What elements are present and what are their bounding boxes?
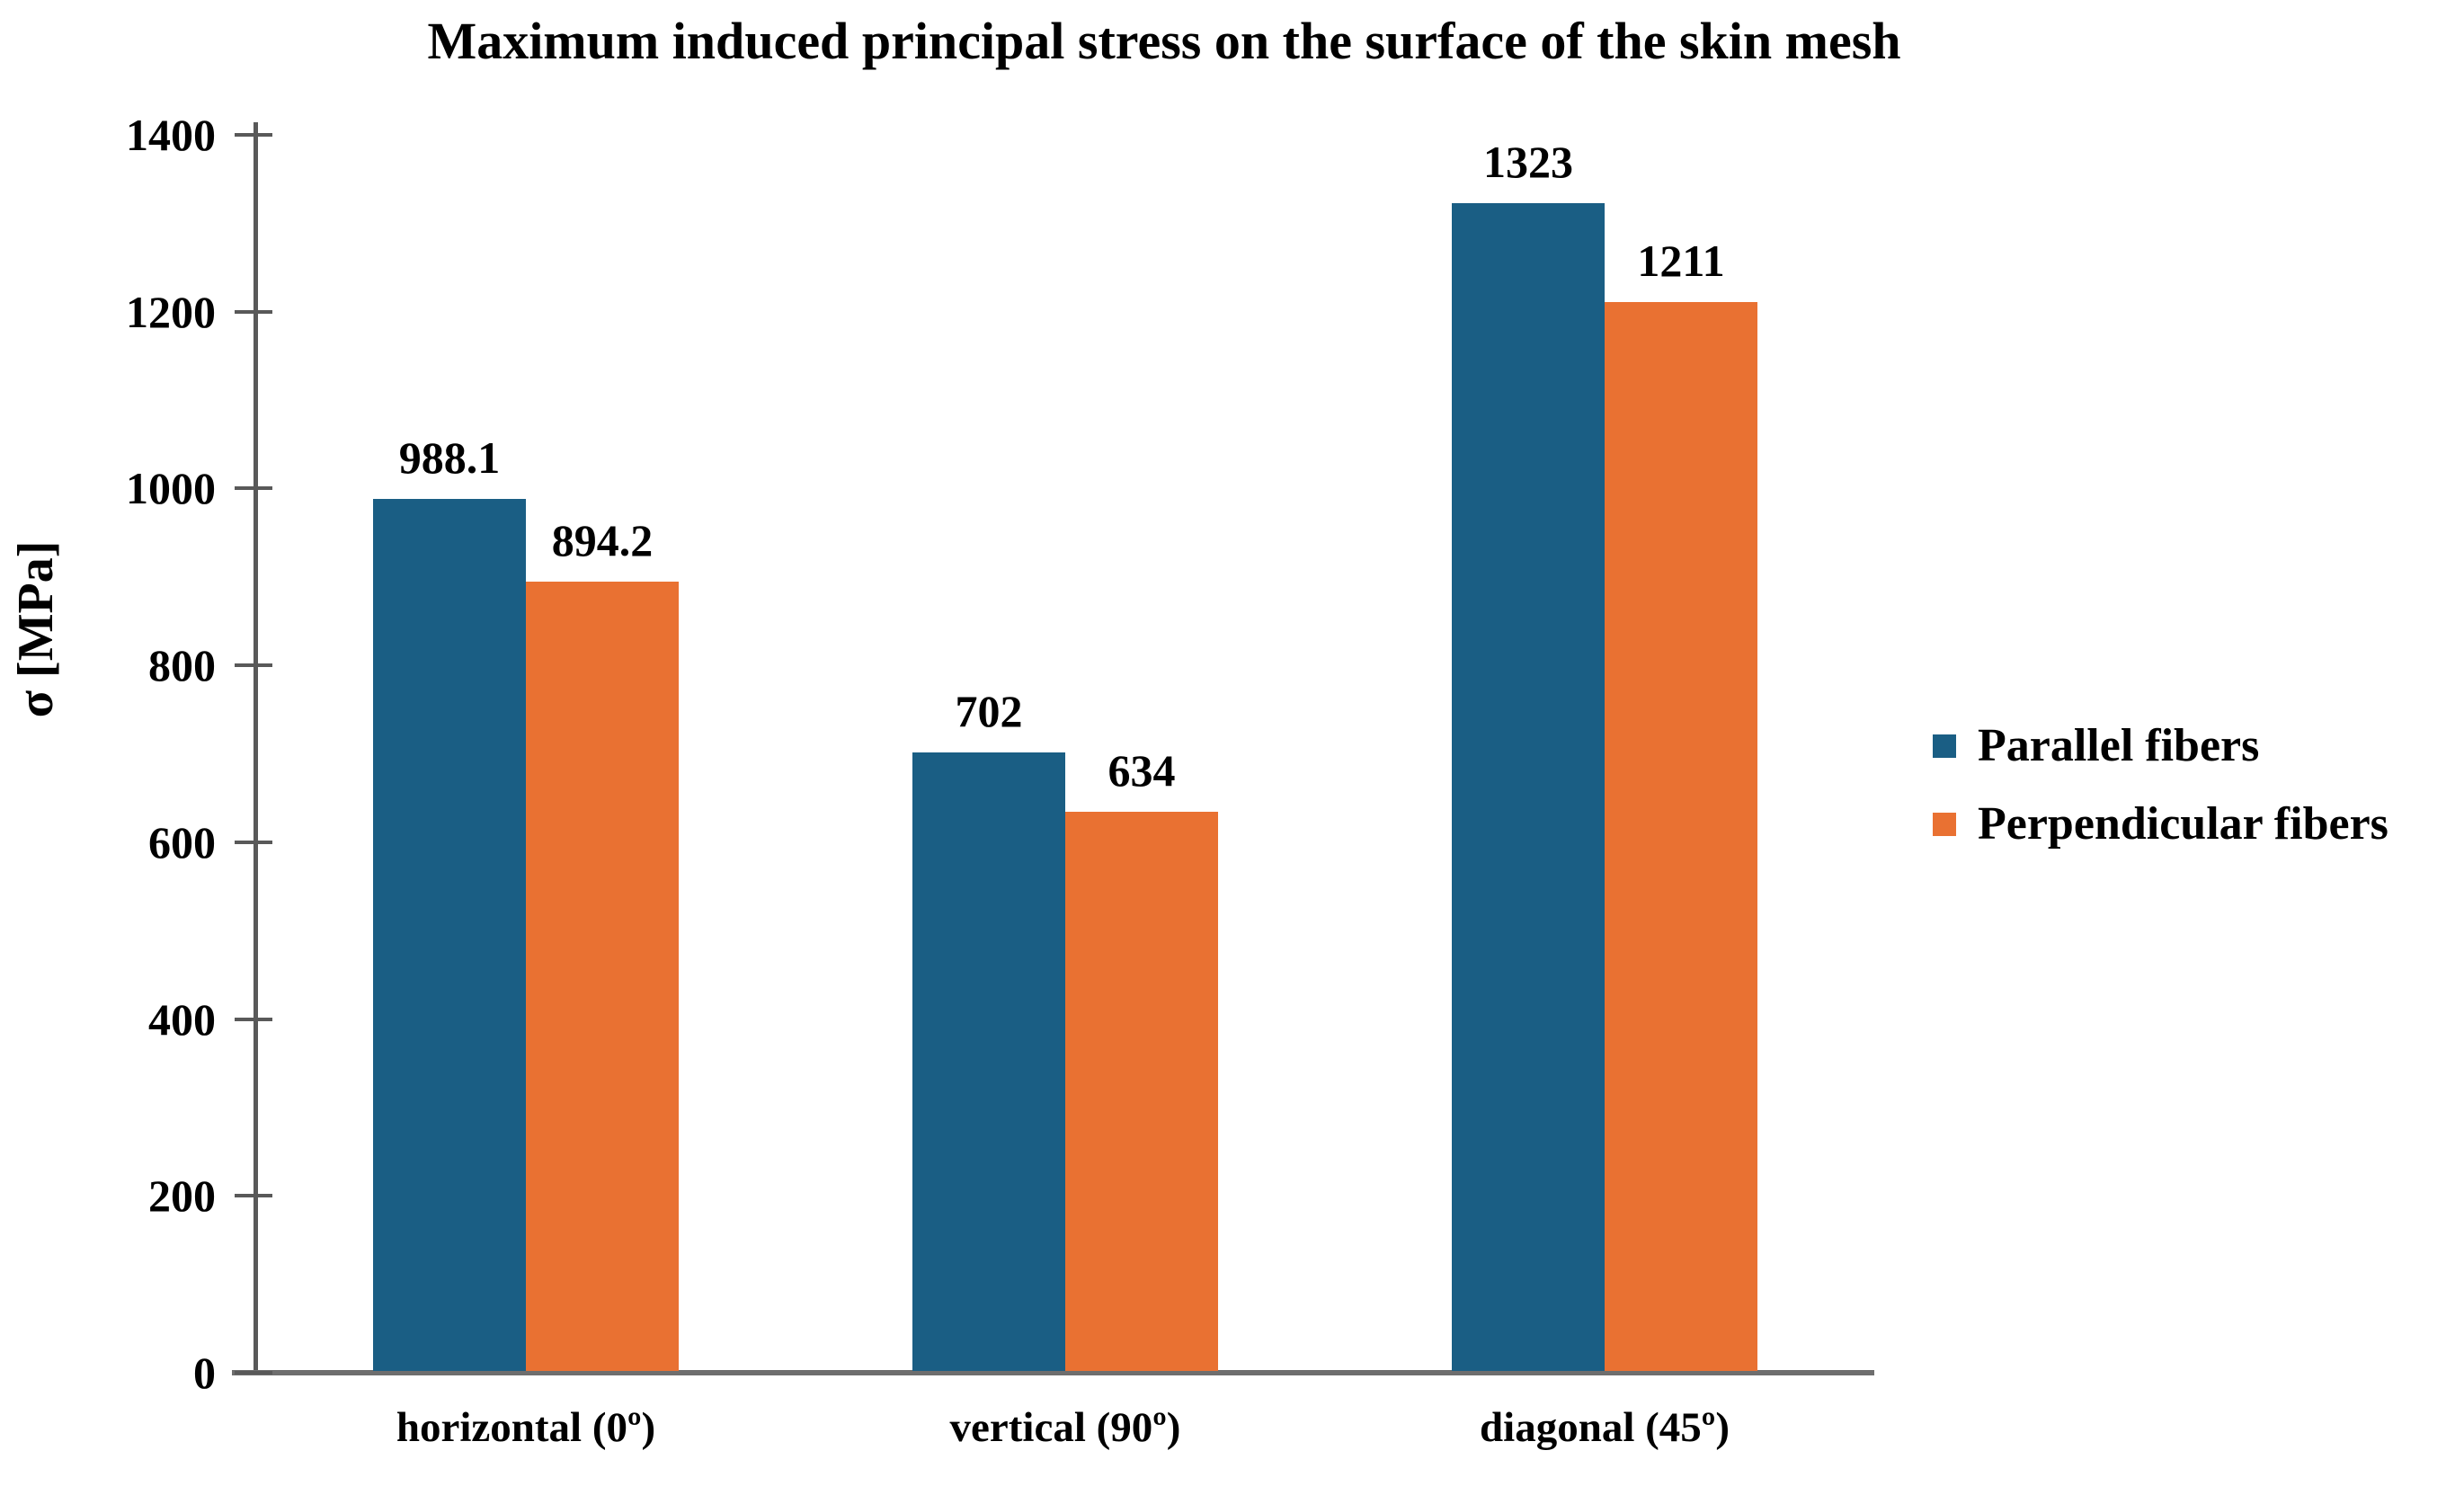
bar-value-label: 1323 (1483, 136, 1573, 187)
bar-parallel-1 (912, 752, 1065, 1371)
y-axis-tick (235, 1017, 272, 1021)
y-axis-tick (235, 486, 272, 491)
y-axis-line (254, 122, 258, 1373)
x-axis-line (232, 1370, 1874, 1375)
bar-value-label: 634 (1107, 745, 1176, 796)
legend-swatch (1933, 734, 1956, 758)
legend-swatch (1933, 812, 1956, 836)
y-axis-tick (235, 133, 272, 137)
bar-perpendicular-2 (1605, 301, 1757, 1371)
bar-value-label: 1211 (1637, 235, 1725, 286)
y-tick-label: 600 (148, 816, 216, 868)
y-axis-tick (235, 663, 272, 668)
bar-parallel-0 (373, 499, 526, 1371)
legend-label: Parallel fibers (1978, 720, 2260, 771)
legend-item: Perpendicular fibers (1933, 797, 2388, 850)
y-axis-tick (235, 840, 272, 844)
y-tick-label: 1000 (126, 463, 216, 514)
bar-value-label: 894.2 (551, 515, 654, 566)
bar-value-label: 702 (955, 685, 1023, 736)
legend: Parallel fibers Perpendicular fibers (1933, 719, 2388, 850)
y-axis-tick (235, 1194, 272, 1198)
bar-perpendicular-1 (1065, 812, 1218, 1371)
y-tick-label: 1400 (126, 110, 216, 160)
x-category-label: vertical (90º) (949, 1404, 1181, 1451)
y-tick-label: 1200 (126, 286, 216, 337)
x-category-label: diagonal (45º) (1480, 1404, 1730, 1451)
y-axis-tick (235, 309, 272, 314)
bar-parallel-2 (1452, 202, 1605, 1371)
y-tick-label: 400 (148, 993, 216, 1045)
legend-label: Perpendicular fibers (1978, 798, 2388, 850)
bar-value-label: 988.1 (398, 432, 501, 484)
x-category-label: horizontal (0º) (396, 1404, 656, 1451)
legend-item: Parallel fibers (1933, 719, 2388, 772)
y-tick-label: 800 (148, 640, 216, 691)
y-tick-label: 0 (193, 1348, 216, 1398)
bar-perpendicular-0 (526, 582, 679, 1371)
chart-title: Maximum induced principal stress on the … (427, 12, 1901, 70)
y-axis-tick (235, 1371, 272, 1375)
y-tick-label: 200 (148, 1170, 216, 1222)
